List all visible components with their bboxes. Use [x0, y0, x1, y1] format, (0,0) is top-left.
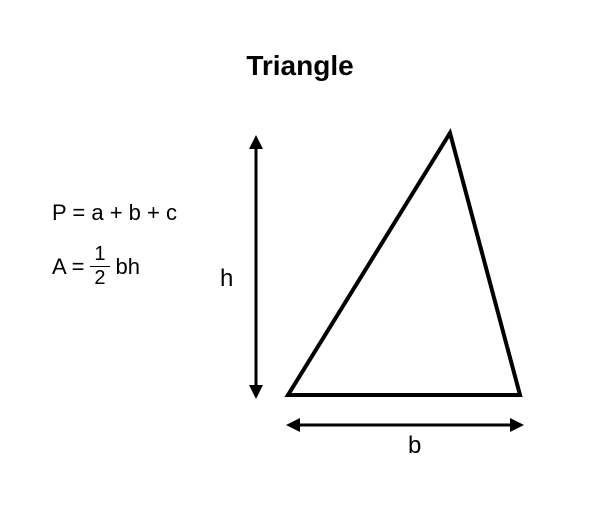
area-formula: A = 1 2 bh: [52, 243, 140, 290]
diagram-title: Triangle: [0, 50, 600, 82]
fraction-one-half: 1 2: [90, 243, 109, 290]
base-dimension-arrow: [286, 418, 524, 432]
height-dimension-arrow: [249, 135, 263, 399]
fraction-numerator: 1: [90, 243, 109, 266]
triangle-shape: [288, 133, 520, 395]
perimeter-formula: P = a + b + c: [52, 200, 177, 226]
area-prefix: A =: [52, 254, 84, 280]
fraction-denominator: 2: [90, 266, 109, 290]
height-label: h: [220, 265, 233, 293]
triangle-diagram: [240, 115, 550, 455]
area-suffix: bh: [116, 254, 140, 280]
